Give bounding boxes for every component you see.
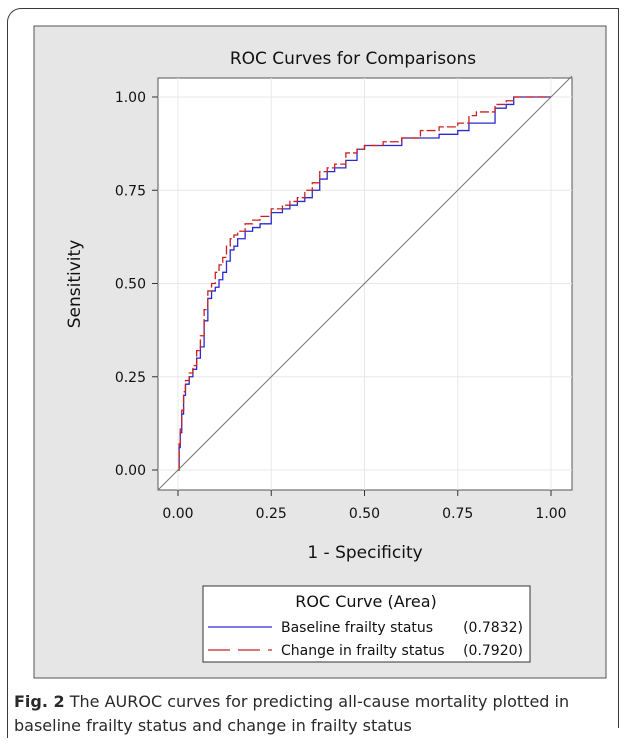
- y-tick-label: 1.00: [115, 90, 146, 106]
- x-tick-label: 0.25: [256, 506, 287, 522]
- y-axis-label: Sensitivity: [65, 240, 85, 329]
- caption-text: The AUROC curves for predicting all-caus…: [14, 692, 569, 735]
- legend-title: ROC Curve (Area): [295, 592, 437, 611]
- x-tick-label: 0.50: [349, 506, 380, 522]
- x-axis-label: 1 - Specificity: [307, 543, 422, 563]
- x-tick-label: 0.00: [162, 506, 193, 522]
- legend: ROC Curve (Area) Baseline frailty status…: [203, 586, 530, 662]
- legend-area-change: (0.7920): [463, 643, 523, 659]
- x-tick-label: 1.00: [535, 506, 566, 522]
- legend-label-change: Change in frailty status: [281, 643, 445, 659]
- y-tick-label: 0.75: [115, 183, 146, 199]
- y-tick-label: 0.50: [115, 277, 146, 293]
- chart-title: ROC Curves for Comparisons: [230, 49, 476, 69]
- caption-label: Fig. 2: [14, 692, 65, 711]
- y-tick-label: 0.00: [115, 463, 146, 479]
- y-tick-label: 0.25: [115, 370, 146, 386]
- legend-label-baseline: Baseline frailty status: [281, 620, 433, 636]
- x-tick-label: 0.75: [442, 506, 473, 522]
- legend-area-baseline: (0.7832): [463, 620, 523, 636]
- figure-caption: Fig. 2 The AUROC curves for predicting a…: [14, 690, 614, 738]
